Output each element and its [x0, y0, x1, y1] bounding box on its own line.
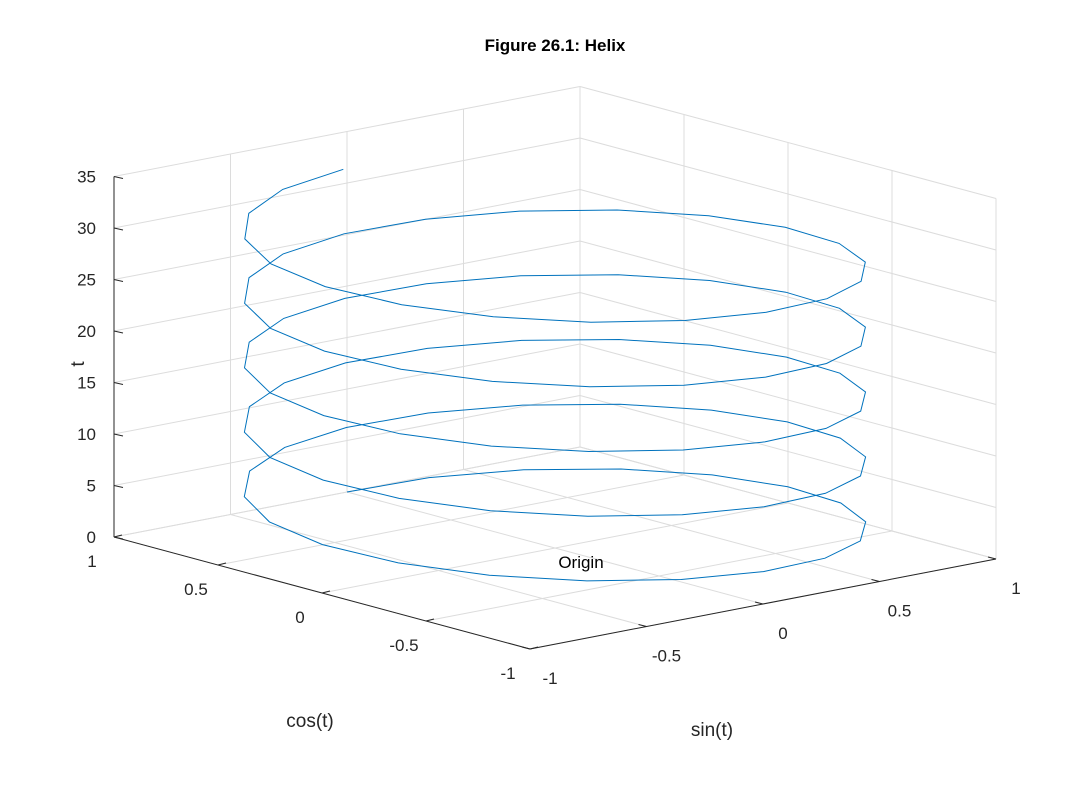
x-axis-label: sin(t): [691, 720, 733, 741]
axes: [113, 176, 997, 650]
grid-line-floor-y: [217, 474, 685, 566]
series-group: [243, 168, 867, 582]
grid-line-wall-yz: [579, 86, 997, 199]
grid-line-wall-xz: [113, 343, 581, 435]
grid-line-floor-y: [321, 502, 789, 594]
z-tick-label: 25: [77, 271, 96, 290]
z-tick-label: 10: [77, 425, 96, 444]
grid-line-wall-xz: [113, 395, 581, 486]
z-tick-label: 35: [77, 168, 96, 187]
grid-line-wall-yz: [579, 240, 997, 354]
y-tick-label: -0.5: [389, 636, 418, 655]
x-tick-mark: [521, 646, 531, 650]
z-axis-label: t: [68, 361, 89, 367]
grid-line-wall-yz: [579, 189, 997, 302]
y-tick-label: 0.5: [184, 580, 208, 599]
grid-lines: [113, 86, 997, 650]
x-tick-mark: [638, 624, 647, 627]
y-tick-mark: [529, 646, 539, 650]
grid-line-wall-yz: [579, 446, 997, 560]
z-tick-label: 15: [77, 374, 96, 393]
z-tick-mark: [113, 433, 124, 437]
z-tick-mark: [113, 485, 124, 488]
z-tick-label: 20: [77, 322, 96, 341]
x-tick-mark: [754, 601, 764, 605]
grid-line-wall-yz: [579, 395, 997, 508]
z-tick-mark: [113, 279, 124, 282]
z-tick-mark: [113, 536, 124, 540]
grid-line-wall-xz: [113, 240, 581, 332]
grid-line-wall-xz: [113, 86, 581, 177]
annotation-origin: Origin: [558, 553, 603, 572]
y-tick-label: 1: [87, 552, 96, 571]
grid-line-wall-yz: [579, 292, 997, 405]
x-tick-mark: [871, 579, 880, 582]
grid-line-wall-yz: [579, 137, 997, 251]
y-tick-label: 0: [295, 608, 304, 627]
x-tick-label: -1: [542, 669, 557, 688]
z-tick-mark: [113, 176, 124, 179]
y-tick-label: -1: [500, 664, 515, 683]
grid-line-wall-xz: [113, 137, 581, 229]
y-tick-mark: [113, 534, 123, 538]
z-tick-label: 5: [87, 477, 96, 496]
z-tick-mark: [113, 382, 124, 385]
z-tick-mark: [113, 330, 124, 334]
helix-line-series-0: [243, 168, 867, 582]
z-tick-mark: [113, 227, 124, 231]
y-tick-mark: [217, 562, 227, 566]
x-tick-label: 1: [1011, 579, 1020, 598]
x-tick-label: 0: [778, 624, 787, 643]
x-tick-label: -0.5: [652, 647, 681, 666]
grid-line-floor-y: [425, 530, 893, 622]
z-tick-label: 30: [77, 219, 96, 238]
x-tick-mark: [987, 556, 997, 560]
y-axis-label: cos(t): [286, 711, 334, 732]
z-tick-label: 0: [87, 528, 96, 547]
y-tick-mark: [425, 618, 435, 622]
grid-line-wall-xz: [113, 189, 581, 280]
y-tick-mark: [321, 590, 331, 594]
chart-title: Figure 26.1: Helix: [485, 36, 626, 55]
grid-line-wall-yz: [579, 343, 997, 457]
x-tick-label: 0.5: [888, 602, 912, 621]
grid-line-wall-xz: [113, 292, 581, 383]
